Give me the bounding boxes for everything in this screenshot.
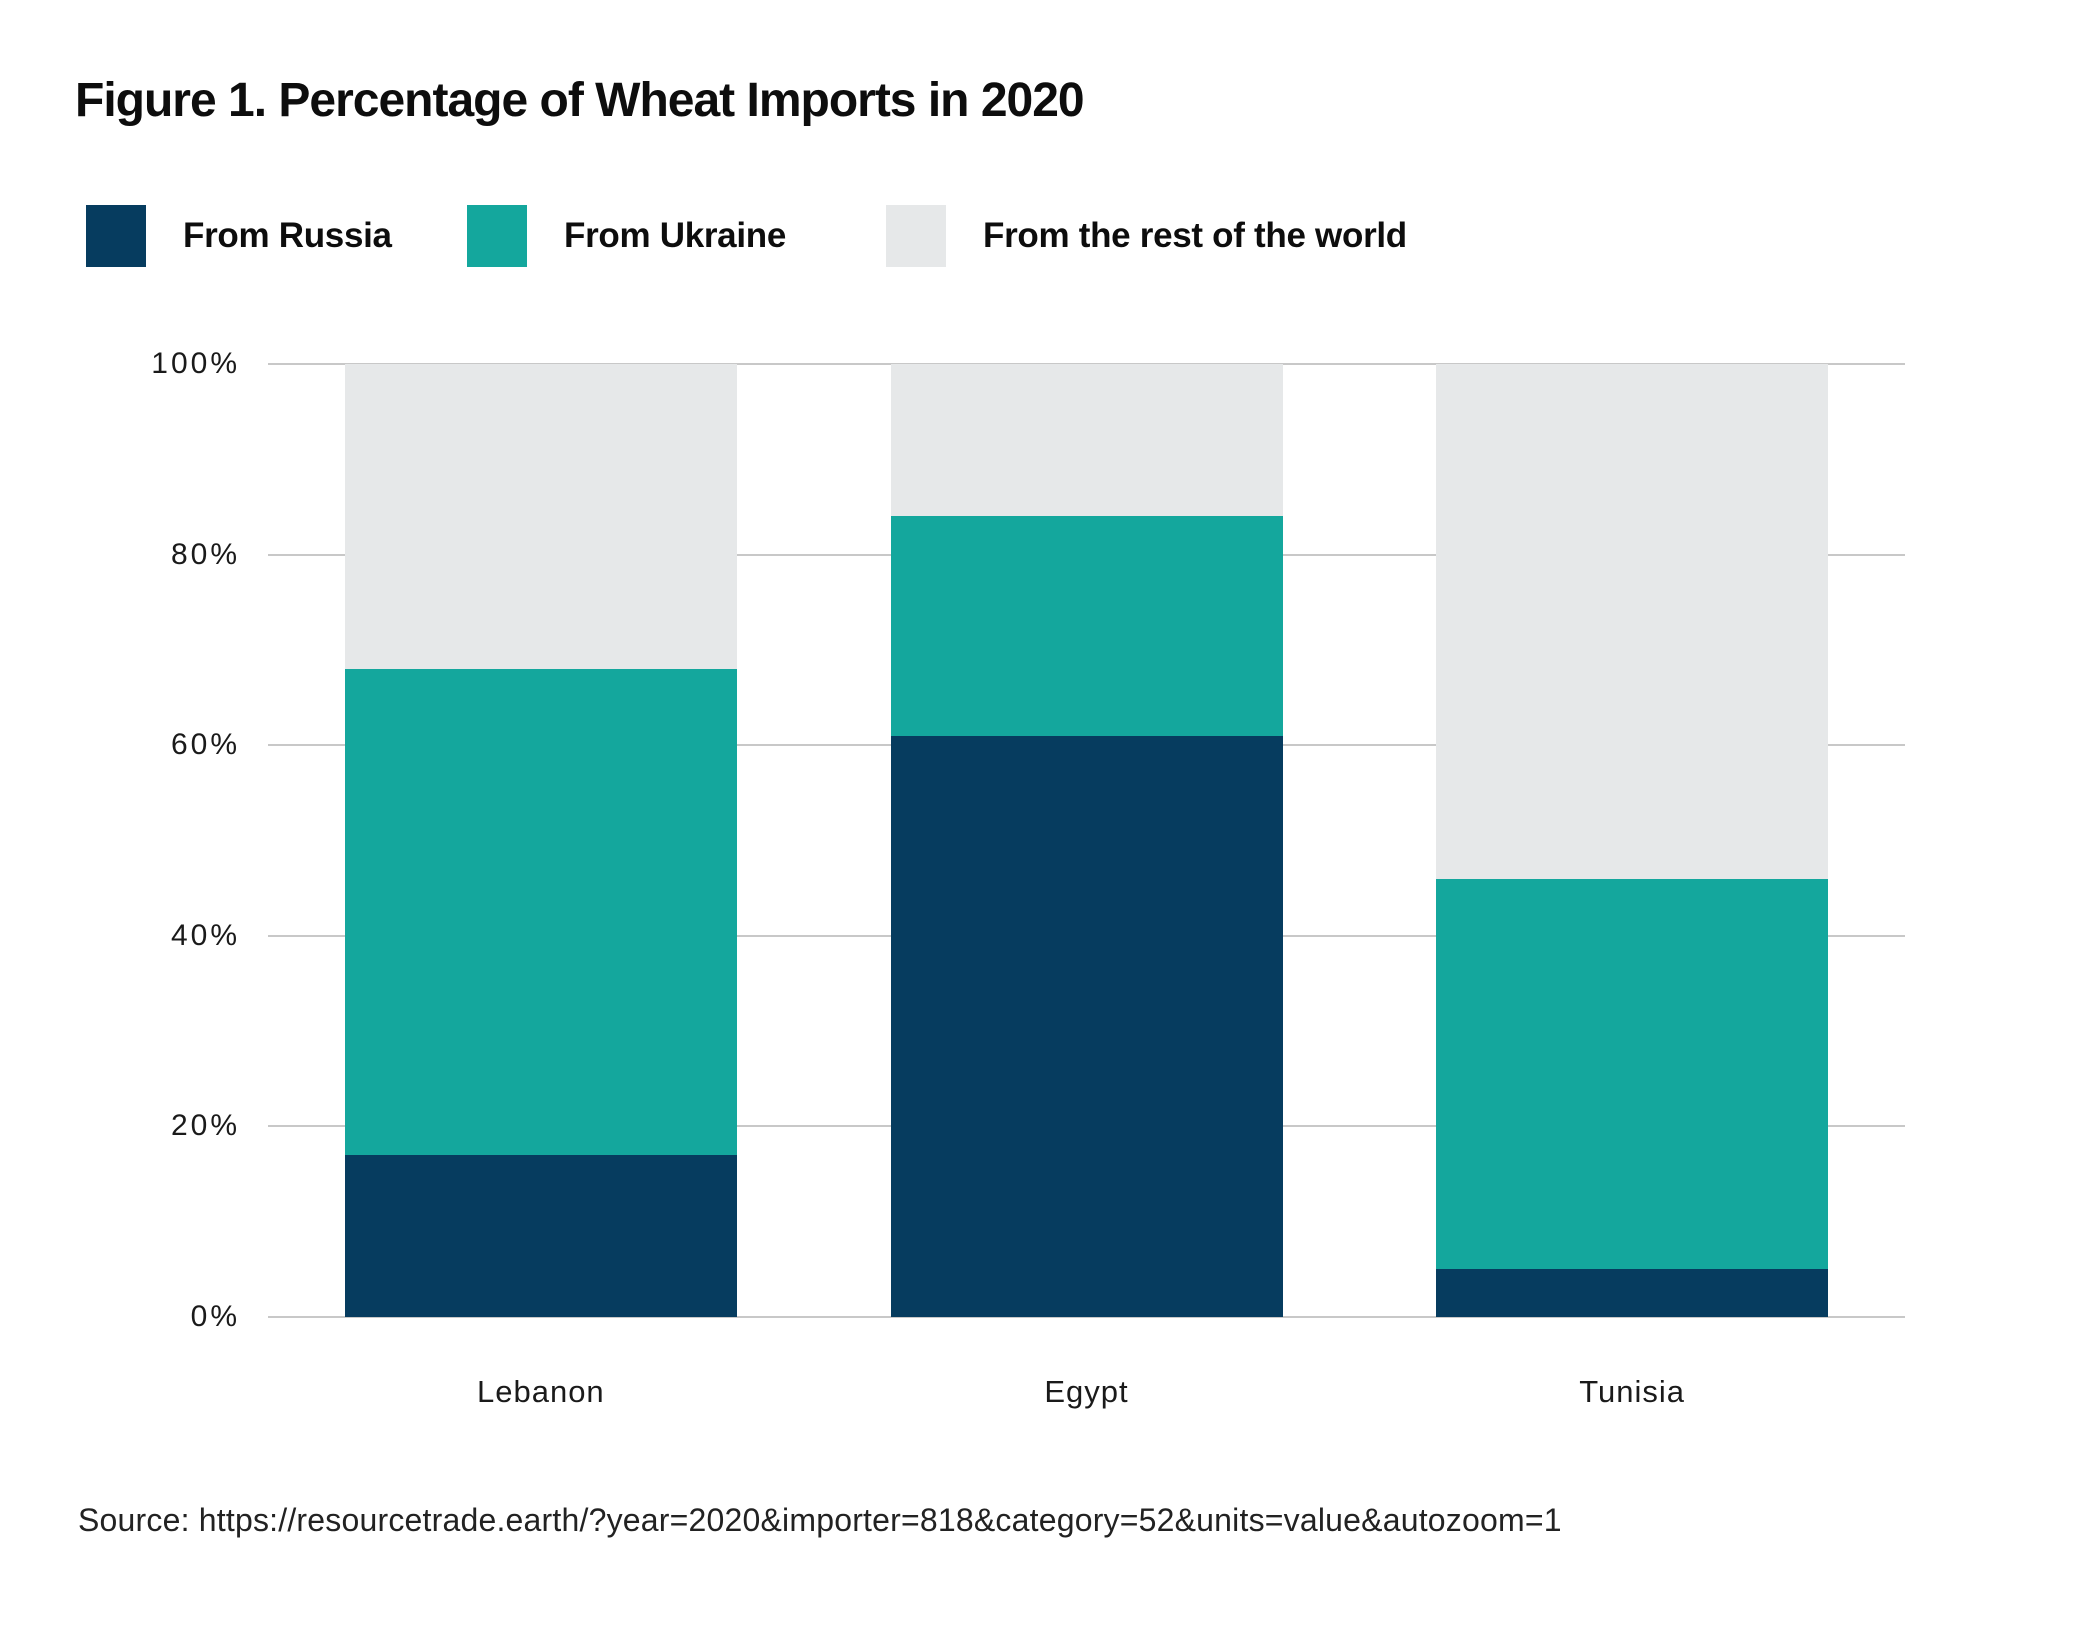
y-tick-label: 20%: [170, 1109, 240, 1143]
bar-segment-tunisia: [1436, 1269, 1829, 1317]
legend-swatch-russia: [86, 205, 146, 267]
bar-segment-tunisia: [1436, 878, 1829, 1270]
legend-item-ukraine: From Ukraine: [467, 205, 786, 267]
bar-segment-lebanon: [344, 668, 737, 1155]
legend-item-russia: From Russia: [86, 205, 392, 267]
legend-label-rest-of-world: From the rest of the world: [983, 216, 1407, 255]
y-tick-label: 0%: [190, 1300, 240, 1333]
legend-item-rest-of-world: From the rest of the world: [886, 205, 1407, 267]
figure-title: Figure 1. Percentage of Wheat Imports in…: [75, 74, 1085, 127]
bar-segment-lebanon: [344, 364, 737, 669]
bar-segment-egypt: [890, 516, 1283, 736]
source-caption: Source: https://resourcetrade.earth/?yea…: [78, 1502, 1562, 1538]
legend-swatch-ukraine: [467, 205, 527, 267]
bar-segment-tunisia: [1436, 364, 1829, 879]
bar-segment-lebanon: [344, 1155, 737, 1317]
x-axis-label: Lebanon: [476, 1374, 605, 1409]
legend-label-ukraine: From Ukraine: [564, 216, 787, 255]
y-tick-label: 60%: [170, 728, 240, 762]
gridline: [268, 363, 1905, 365]
legend-label-russia: From Russia: [183, 216, 392, 255]
legend-swatch-rest-of-world: [886, 205, 946, 267]
legend: From Russia From Ukraine From the rest o…: [0, 205, 2084, 267]
x-axis-label: Egypt: [1044, 1374, 1129, 1409]
gridline: [268, 1316, 1905, 1318]
y-tick-label: 100%: [151, 347, 240, 380]
bar-segment-egypt: [890, 735, 1283, 1317]
stacked-bar-chart: [268, 363, 1905, 1318]
x-axis-label: Tunisia: [1579, 1374, 1686, 1409]
y-tick-label: 40%: [170, 918, 240, 952]
y-tick-label: 80%: [170, 537, 240, 571]
bar-segment-egypt: [890, 364, 1283, 517]
